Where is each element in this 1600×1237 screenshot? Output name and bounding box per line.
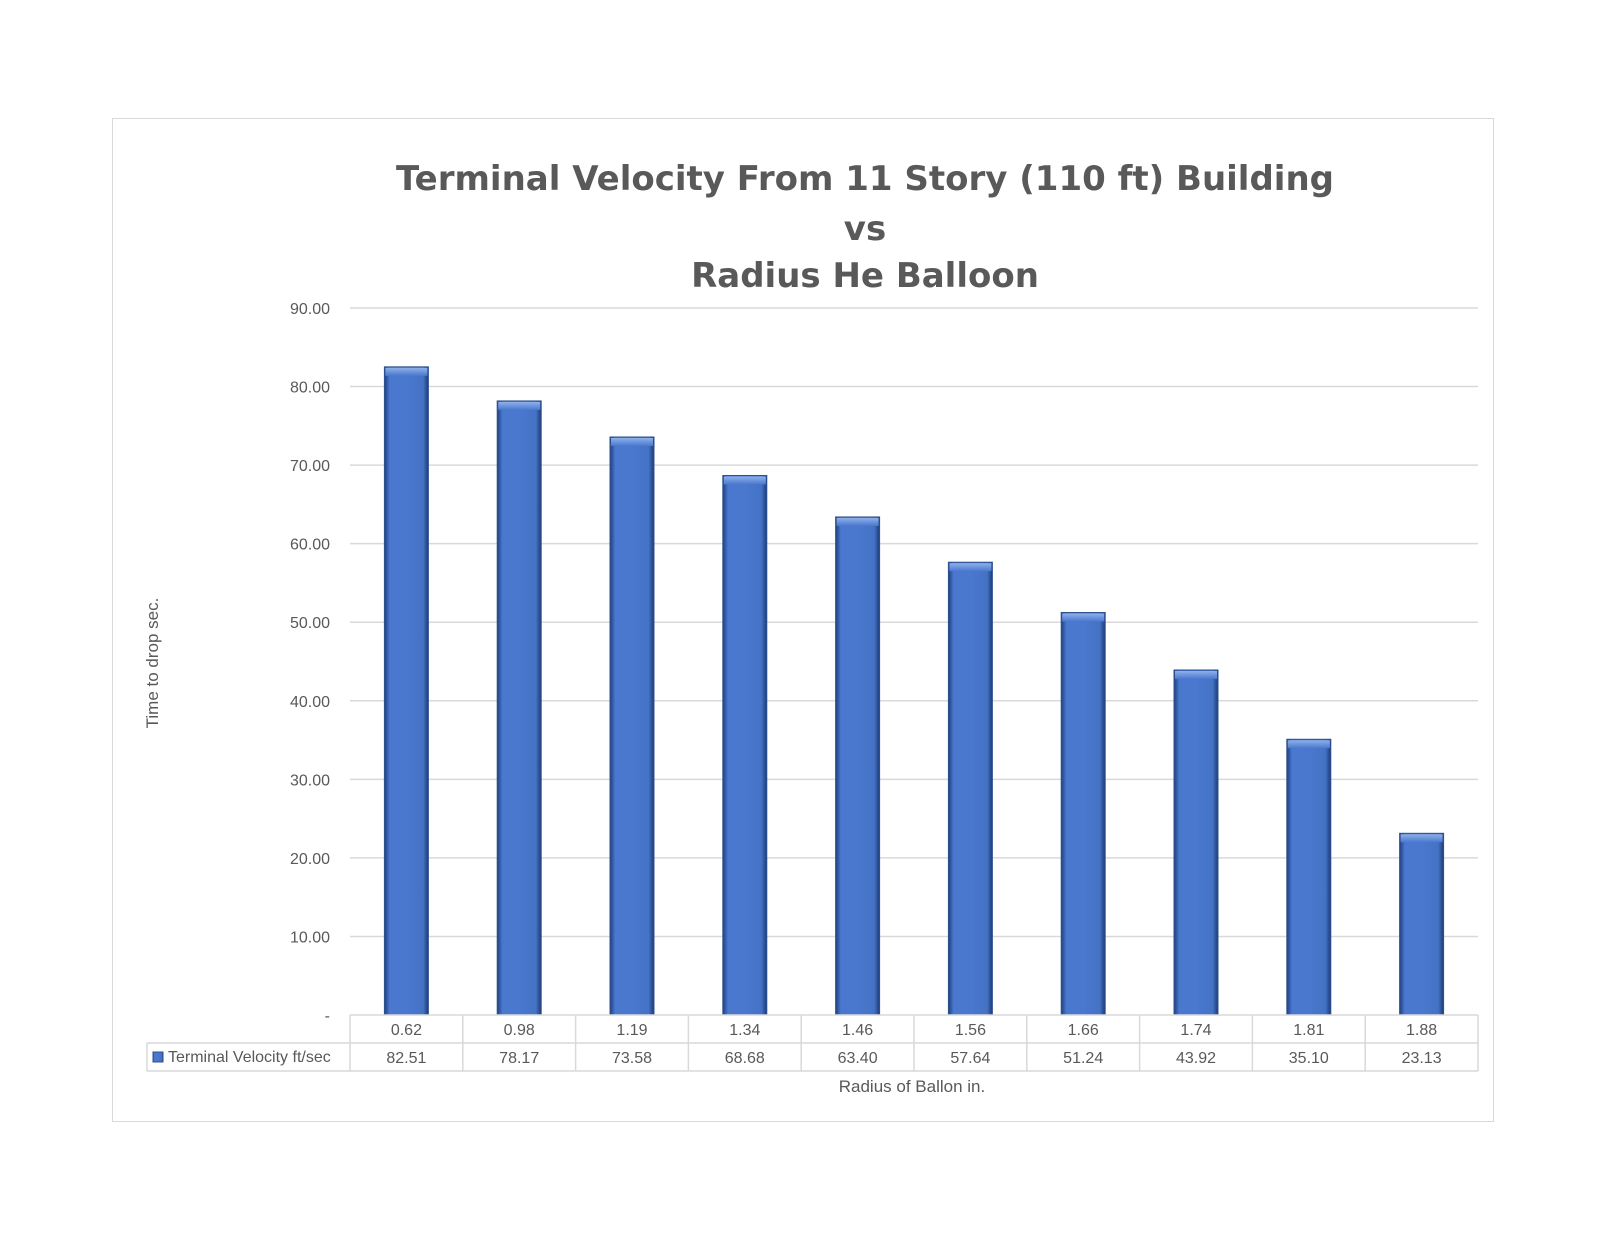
data-table-value: 68.68	[725, 1050, 765, 1067]
y-tick-label: 30.00	[290, 772, 330, 789]
chart-title-line-1: Terminal Velocity From 11 Story (110 ft)…	[396, 159, 1334, 199]
bar	[609, 436, 655, 1016]
x-axis-title: Radius of Ballon in.	[839, 1077, 985, 1096]
bar	[835, 516, 881, 1016]
chart-title-line-2: vs	[844, 209, 886, 249]
bar-cap	[498, 401, 541, 410]
bar-cap	[836, 517, 879, 526]
chart-frame	[112, 118, 1494, 1122]
data-table: 0.62 82.51 0.98 78.17 1.19 73.58 1.34 68.68 1.46…	[146, 1014, 1479, 1072]
data-table-value: 63.40	[838, 1050, 878, 1067]
y-tick-label: 20.00	[290, 851, 330, 868]
x-category-label: 1.66	[1068, 1022, 1099, 1039]
y-tick-label: 10.00	[290, 929, 330, 946]
bar-cap	[385, 367, 428, 376]
data-table-value: 23.13	[1402, 1050, 1442, 1067]
y-tick-label: 60.00	[290, 537, 330, 554]
data-table-value: 35.10	[1289, 1050, 1329, 1067]
bar	[1173, 669, 1219, 1016]
y-tick-label: 40.00	[290, 694, 330, 711]
x-category-label: 0.98	[504, 1022, 535, 1039]
bars	[383, 366, 1445, 1016]
x-category-label: 1.88	[1406, 1022, 1437, 1039]
x-category-label: 1.46	[842, 1022, 873, 1039]
x-category-label: 1.81	[1293, 1022, 1324, 1039]
chart-title-line-3: Radius He Balloon	[691, 256, 1039, 296]
x-category-label: 1.34	[729, 1022, 760, 1039]
bar-cap	[1175, 670, 1217, 679]
chart-title: Terminal Velocity From 11 Story (110 ft)…	[396, 159, 1334, 296]
y-tick-label: 70.00	[290, 458, 330, 475]
data-table-value: 78.17	[499, 1050, 539, 1067]
x-category-label: 0.62	[391, 1022, 422, 1039]
y-tick-label: 90.00	[290, 301, 330, 318]
bar-cap	[1287, 740, 1330, 749]
y-tick-label: -	[325, 1008, 330, 1025]
data-table-value: 57.64	[950, 1050, 990, 1067]
bar	[947, 561, 993, 1016]
y-axis-ticks: - 10.00 20.00 30.00 40.00 50.00 60.00 70.00 80.0…	[290, 301, 330, 1025]
bar-cap	[723, 476, 766, 485]
legend-series-name: Terminal Velocity ft/sec	[168, 1049, 331, 1066]
x-category-label: 1.74	[1180, 1022, 1211, 1039]
legend-swatch	[152, 1051, 164, 1063]
bar-cap	[1062, 613, 1105, 622]
x-category-label: 1.56	[955, 1022, 986, 1039]
data-table-value: 82.51	[386, 1050, 426, 1067]
bar-cap	[611, 437, 653, 446]
bar	[1060, 611, 1106, 1016]
data-table-value: 43.92	[1176, 1050, 1216, 1067]
bar-cap	[949, 563, 992, 572]
x-category-label: 1.19	[616, 1022, 647, 1039]
bar	[722, 474, 768, 1016]
bar	[496, 400, 542, 1016]
y-tick-label: 80.00	[290, 380, 330, 397]
y-axis-title: Time to drop sec.	[143, 598, 162, 729]
y-tick-label: 50.00	[290, 615, 330, 632]
data-table-value: 73.58	[612, 1050, 652, 1067]
bar	[1286, 738, 1332, 1016]
bar-cap	[1400, 834, 1443, 843]
bar	[1399, 832, 1445, 1016]
data-table-value: 51.24	[1063, 1050, 1103, 1067]
bar	[383, 366, 429, 1016]
